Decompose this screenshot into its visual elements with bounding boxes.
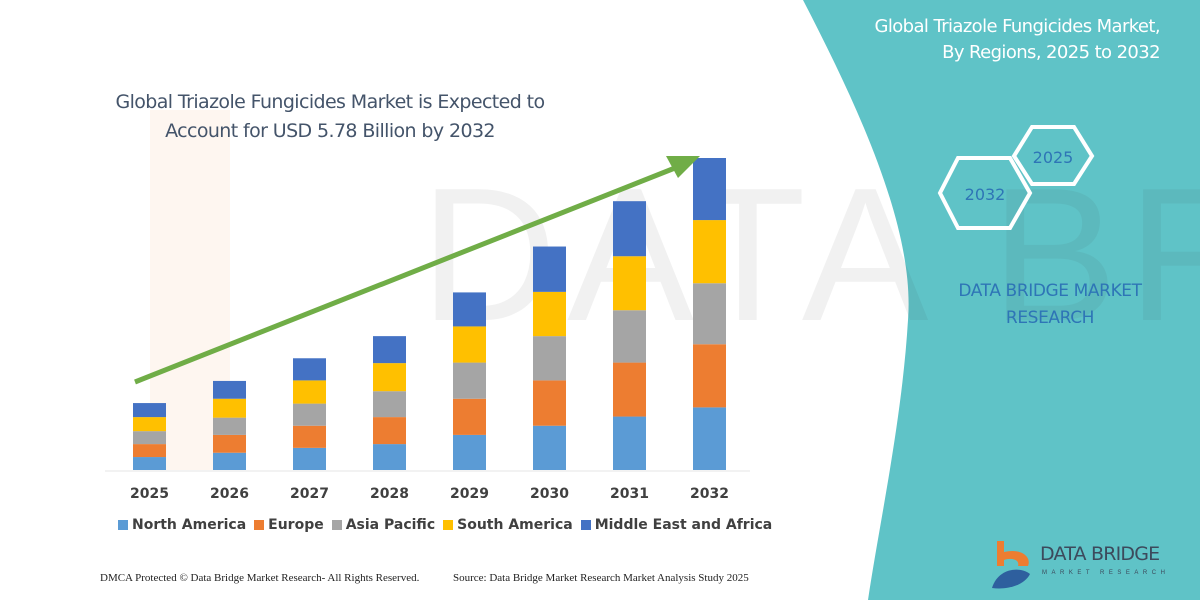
legend-item: Middle East and Africa	[580, 517, 773, 533]
brand-text: DATA BRIDGE MARKET RESEARCH	[900, 278, 1200, 332]
bar-segment-2032-2	[693, 283, 726, 345]
trend-arrow	[134, 156, 700, 385]
legend-item: Asia Pacific	[331, 517, 436, 533]
bar-segment-2029-2	[453, 362, 486, 399]
bar-segment-2025-0	[133, 457, 166, 470]
bar-segment-2027-0	[293, 447, 326, 470]
x-tick-labels: 2025 2026 2027 2028 2029 2030 2031 2032	[130, 486, 729, 502]
legend-swatch	[443, 520, 454, 530]
x-tick-label: 2028	[370, 486, 409, 502]
hexagon-2032	[937, 156, 1033, 230]
legend-label: North America	[132, 517, 247, 533]
legend-label: South America	[457, 517, 573, 533]
bar-segment-2027-3	[293, 380, 326, 404]
legend-swatch	[118, 520, 128, 530]
side-panel-title-line2: By Regions, 2025 to 2032	[942, 42, 1161, 63]
legend-item: South America	[443, 517, 573, 533]
bar-segment-2029-1	[453, 398, 486, 435]
bar-segment-2028-1	[373, 417, 406, 445]
legend-swatch	[580, 520, 591, 530]
bar-segment-2030-1	[533, 380, 566, 426]
bar-segment-2032-0	[693, 407, 726, 470]
bar-segment-2025-2	[133, 431, 166, 445]
brand-line1: DATA BRIDGE MARKET	[958, 281, 1142, 301]
source-note: Source: Data Bridge Market Research Mark…	[453, 572, 749, 584]
bar-segment-2032-4	[693, 158, 726, 221]
bar-segment-2030-0	[533, 425, 566, 470]
x-tick-label: 2025	[130, 486, 169, 502]
bar-segment-2032-3	[693, 220, 726, 284]
x-tick-label: 2031	[610, 486, 649, 502]
side-panel-title: Global Triazole Fungicides Market, By Re…	[800, 14, 1161, 66]
bar-segment-2025-3	[133, 417, 166, 432]
bar-segment-2030-4	[533, 246, 566, 292]
bar-segment-2028-0	[373, 444, 406, 470]
bar-segment-2026-4	[213, 380, 246, 399]
hexagon-2025	[1011, 125, 1095, 186]
bar-segment-2028-2	[373, 391, 406, 418]
bar-segment-2027-1	[293, 425, 326, 448]
bar-segment-2025-4	[133, 403, 166, 418]
bar-segment-2028-3	[373, 363, 406, 392]
bar-segment-2029-3	[453, 326, 486, 363]
bar-segment-2031-0	[613, 416, 646, 470]
bar-segment-2030-3	[533, 291, 566, 337]
hexagon-2032-label: 2032	[965, 185, 1006, 204]
data-bridge-logo-icon	[992, 541, 1030, 589]
legend-item: Europe	[254, 517, 324, 533]
legend-label: Middle East and Africa	[594, 517, 773, 533]
legend-swatch	[331, 520, 342, 530]
trend-arrow-head	[666, 156, 700, 178]
side-panel-background	[803, 0, 1200, 600]
bar-segment-2027-4	[293, 358, 326, 381]
hexagon-2025-label: 2025	[1033, 148, 1074, 167]
x-tick-label: 2027	[290, 486, 329, 502]
bar-segment-2026-3	[213, 398, 246, 418]
brand-line2: RESEARCH	[1005, 308, 1095, 328]
legend-swatch	[254, 520, 265, 530]
bar-segment-2026-2	[213, 417, 246, 435]
x-tick-label: 2029	[450, 486, 489, 502]
legend-label: Europe	[268, 517, 324, 533]
bar-segment-2031-1	[613, 362, 646, 417]
bar-segment-2029-0	[453, 434, 486, 470]
logo-text: DATA BRIDGE	[1040, 543, 1160, 565]
bar-segment-2031-3	[613, 256, 646, 311]
copyright-notice: DMCA Protected © Data Bridge Market Rese…	[100, 572, 420, 584]
bar-segment-2026-0	[213, 452, 246, 470]
bar-segment-2029-4	[453, 292, 486, 327]
bar-segment-2031-2	[613, 310, 646, 363]
side-panel-title-line1: Global Triazole Fungicides Market,	[874, 16, 1161, 37]
chart-title: Global Triazole Fungicides Market is Exp…	[115, 91, 545, 142]
bars	[133, 158, 726, 470]
bar-segment-2031-4	[613, 201, 646, 257]
bar-segment-2026-1	[213, 434, 246, 453]
legend: North America Europe Asia Pacific South Ame…	[118, 517, 772, 533]
legend-item: North America	[118, 517, 246, 533]
x-tick-label: 2026	[210, 486, 249, 502]
bar-segment-2032-1	[693, 344, 726, 408]
bar-segment-2030-2	[533, 336, 566, 381]
bar-segment-2028-4	[373, 336, 406, 364]
bar-segment-2025-1	[133, 444, 166, 458]
logo-subtext: MARKET RESEARCH	[1042, 570, 1170, 576]
x-tick-label: 2032	[690, 486, 729, 502]
bar-segment-2027-2	[293, 403, 326, 426]
x-tick-label: 2030	[530, 486, 569, 502]
legend-label: Asia Pacific	[345, 517, 436, 533]
